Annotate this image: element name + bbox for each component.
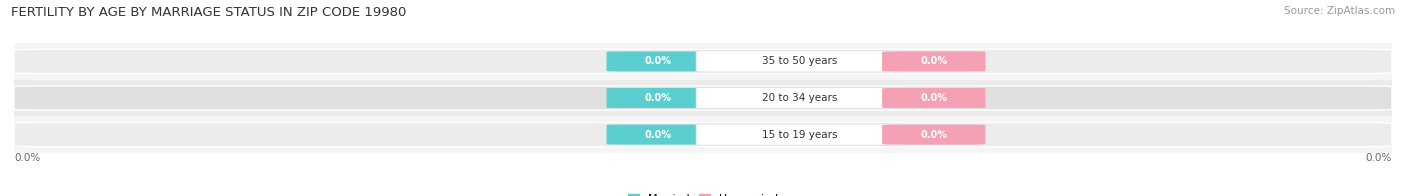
FancyBboxPatch shape [606,51,710,71]
Text: 0.0%: 0.0% [645,130,672,140]
FancyBboxPatch shape [606,88,710,108]
Bar [14,116,1392,153]
Text: 0.0%: 0.0% [921,93,948,103]
FancyBboxPatch shape [14,122,1392,147]
Text: 15 to 19 years: 15 to 19 years [762,130,837,140]
FancyBboxPatch shape [882,125,986,145]
Text: 35 to 50 years: 35 to 50 years [762,56,837,66]
Text: 20 to 34 years: 20 to 34 years [762,93,837,103]
FancyBboxPatch shape [882,51,986,71]
Text: 0.0%: 0.0% [1365,153,1392,163]
Text: 0.0%: 0.0% [14,153,41,163]
Legend: Married, Unmarried: Married, Unmarried [627,194,779,196]
Text: Source: ZipAtlas.com: Source: ZipAtlas.com [1284,6,1395,16]
Bar [14,43,1392,80]
Bar [14,80,1392,116]
Text: 0.0%: 0.0% [645,93,672,103]
FancyBboxPatch shape [882,88,986,108]
FancyBboxPatch shape [696,87,903,109]
FancyBboxPatch shape [14,86,1392,110]
FancyBboxPatch shape [14,49,1392,74]
Text: 0.0%: 0.0% [921,130,948,140]
FancyBboxPatch shape [696,124,903,145]
Text: 0.0%: 0.0% [645,56,672,66]
FancyBboxPatch shape [696,51,903,72]
Text: 0.0%: 0.0% [921,56,948,66]
Text: FERTILITY BY AGE BY MARRIAGE STATUS IN ZIP CODE 19980: FERTILITY BY AGE BY MARRIAGE STATUS IN Z… [11,6,406,19]
FancyBboxPatch shape [606,125,710,145]
